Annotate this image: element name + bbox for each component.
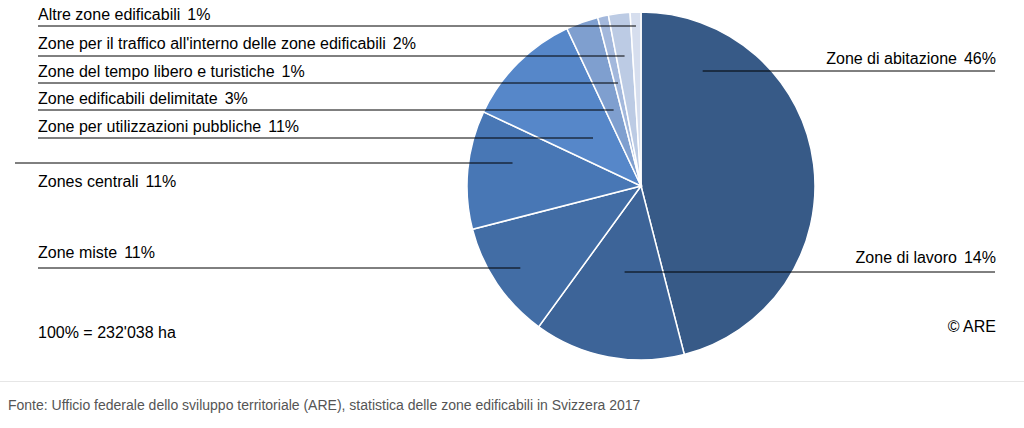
slice-label: Zone edificabili delimitate 3%: [38, 90, 248, 107]
leader-line: [38, 268, 520, 269]
slice-label: Zone per il traffico all'interno delle z…: [38, 35, 416, 52]
category-name: Zone edificabili delimitate: [38, 90, 218, 107]
category-name: Zone di abitazione: [826, 50, 957, 67]
leader-line: [703, 71, 995, 72]
category-name: Zone miste: [38, 244, 117, 261]
category-name: Zone del tempo libero e turistiche: [38, 63, 275, 80]
leader-line: [38, 83, 618, 84]
pie-slice: [630, 12, 641, 186]
slice-label: Zone del tempo libero e turistiche 1%: [38, 63, 305, 80]
slice-label: Zone di abitazione 46%: [826, 50, 996, 67]
copyright: © ARE: [948, 318, 996, 335]
leader-line: [625, 272, 995, 273]
labels: Zone di abitazione46%Zone di lavoro14%Zo…: [15, 6, 996, 272]
slice-label: Altre zone edificabili 1%: [38, 6, 210, 23]
pie-slice: [608, 12, 641, 186]
category-name: Altre zone edificabili: [38, 6, 180, 23]
value-label: 11%: [124, 244, 155, 261]
background: [0, 0, 1024, 428]
category-name: Zone per il traffico all'interno delle z…: [38, 35, 386, 52]
value-label: 3%: [225, 90, 248, 107]
leader-line: [15, 163, 513, 164]
total-note: 100% = 232'038 ha: [38, 324, 176, 341]
value-label: 14%: [964, 249, 996, 266]
value-label: 1%: [282, 63, 305, 80]
value-label: 46%: [964, 50, 996, 67]
value-label: 11%: [146, 173, 177, 190]
slice-label: Zones centrali 11%: [38, 173, 176, 190]
category-name: Zone di lavoro: [856, 249, 957, 266]
leader-line: [38, 56, 625, 57]
value-label: 11%: [268, 118, 299, 135]
slice-label: Zone di lavoro 14%: [856, 249, 996, 266]
leader-line: [38, 138, 593, 139]
pie: [467, 12, 815, 360]
source: Fonte: Ufficio federale dello sviluppo t…: [8, 397, 641, 413]
value-label: 2%: [393, 35, 416, 52]
slice-label: Zone miste 11%: [38, 244, 155, 261]
leader-line: [38, 110, 614, 111]
leader-line: [38, 26, 636, 27]
slice-label: Zone per utilizzazioni pubbliche 11%: [38, 118, 299, 135]
separator: [0, 381, 1024, 382]
category-name: Zones centrali: [38, 173, 139, 190]
value-label: 1%: [187, 6, 210, 23]
category-name: Zone per utilizzazioni pubbliche: [38, 118, 261, 135]
